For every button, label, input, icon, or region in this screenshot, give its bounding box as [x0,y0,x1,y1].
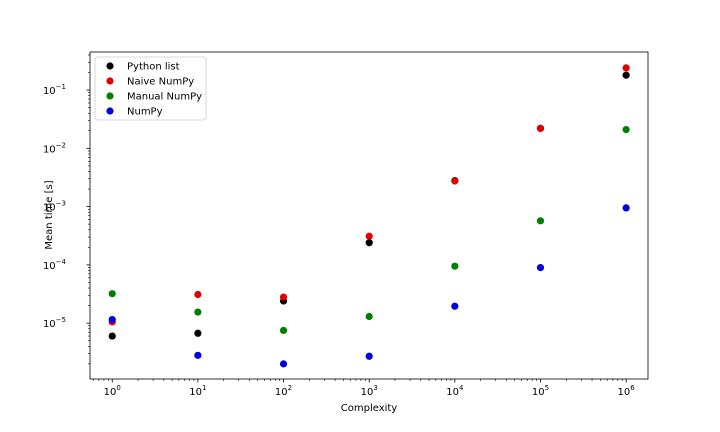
data-point-naive-numpy [622,64,630,72]
data-point-python-list [622,71,630,79]
data-point-numpy [451,302,459,310]
data-point-numpy [279,360,288,368]
major-ticks [86,89,627,383]
data-point-naive-numpy [194,290,202,299]
legend-label: Naive NumPy [127,77,194,88]
data-point-manual-numpy [194,308,202,316]
x-tick-label: 101 [189,384,206,398]
data-point-manual-numpy [451,262,459,270]
x-tick-label: 106 [618,384,636,398]
data-point-naive-numpy [536,124,545,132]
data-point-manual-numpy [622,125,630,134]
legend-marker [106,107,114,115]
data-point-numpy [536,263,545,272]
x-tick-label: 105 [532,384,549,398]
data-point-manual-numpy [279,326,288,335]
data-point-numpy [194,351,202,359]
data-points [108,64,630,368]
data-point-manual-numpy [536,217,545,225]
y-tick-label: 10−4 [43,258,67,272]
legend-marker [106,92,114,100]
data-point-python-list [108,332,116,340]
legend-box [94,56,207,121]
data-point-naive-numpy [365,232,373,240]
y-tick-label: 10−5 [43,316,66,330]
legend-marker [106,77,114,85]
x-tick-label: 103 [361,384,378,398]
x-axis-label: Complexity [341,403,398,414]
y-axis-label: Mean time [s] [44,180,55,249]
legend: Python list Naive NumPy Manual NumPy NumPy [94,56,207,121]
legend-marker [106,62,114,70]
x-tick-label: 100 [104,384,121,398]
y-tick-label: 10−1 [43,83,66,97]
plot-frame [89,51,649,380]
data-point-numpy [622,204,630,212]
data-point-python-list [365,239,373,247]
data-point-python-list [194,329,202,337]
data-point-naive-numpy [451,177,459,185]
x-tick-label: 102 [275,384,292,398]
x-tick-label: 104 [446,384,464,398]
data-point-numpy [365,352,373,360]
legend-label: Python list [127,62,180,73]
data-point-manual-numpy [108,290,116,298]
data-point-manual-numpy [365,312,373,321]
legend-label: NumPy [127,107,163,118]
data-point-numpy [108,316,116,324]
data-point-naive-numpy [279,293,288,301]
legend-label: Manual NumPy [127,92,202,103]
y-tick-label: 10−2 [43,141,66,155]
